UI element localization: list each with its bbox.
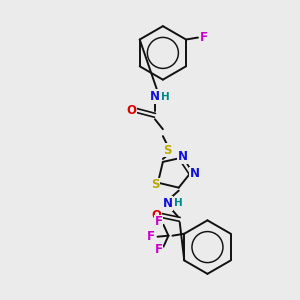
Text: F: F [200, 31, 208, 44]
Text: N: N [150, 90, 160, 103]
Text: F: F [154, 215, 163, 228]
Text: N: N [178, 150, 188, 164]
Text: S: S [164, 143, 172, 157]
Text: H: H [174, 199, 183, 208]
Text: S: S [151, 178, 159, 191]
Text: O: O [151, 209, 161, 222]
Text: N: N [190, 167, 200, 180]
Text: F: F [147, 230, 154, 243]
Text: H: H [161, 92, 170, 101]
Text: O: O [126, 104, 136, 117]
Text: F: F [154, 243, 163, 256]
Text: N: N [163, 197, 173, 210]
